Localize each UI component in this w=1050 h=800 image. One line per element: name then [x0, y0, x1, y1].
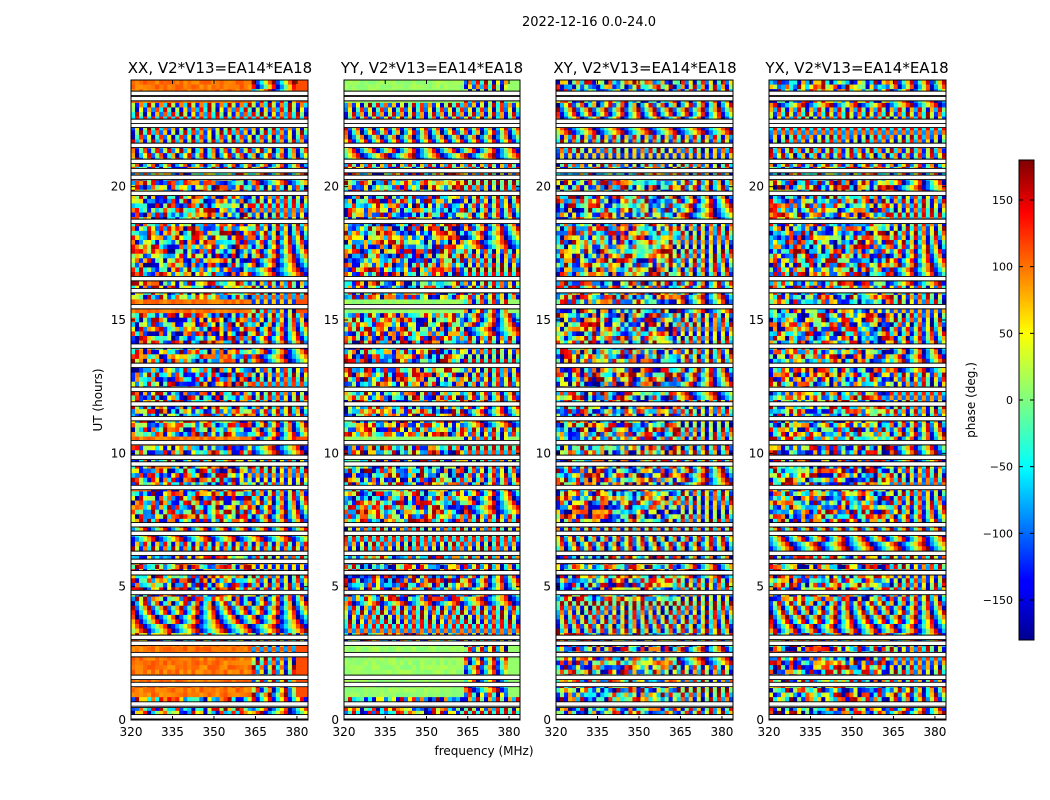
x-tick-label: 335	[161, 725, 184, 739]
y-tick-label: 20	[749, 180, 764, 194]
y-tick-label: 5	[543, 580, 551, 594]
panel-xy: XY, V2*V13=EA14*EA18	[553, 59, 736, 720]
panel-title: XY, V2*V13=EA14*EA18	[553, 59, 736, 77]
panel-yx: YX, V2*V13=EA14*EA18	[764, 59, 948, 720]
y-tick-label: 20	[536, 180, 551, 194]
y-tick-label: 0	[118, 713, 126, 727]
heatmap-xx	[131, 80, 308, 720]
colorbar-tick-label: −150	[983, 594, 1013, 607]
y-tick-label: 5	[118, 580, 126, 594]
y-tick-label: 5	[756, 580, 764, 594]
y-axis-label: UT (hours)	[91, 368, 105, 431]
heatmap-yx	[769, 80, 946, 720]
y-tick-label: 5	[331, 580, 339, 594]
y-tick-label: 0	[331, 713, 339, 727]
y-tick-label: 10	[111, 446, 126, 460]
x-tick-label: 320	[120, 725, 143, 739]
x-tick-label: 350	[415, 725, 438, 739]
x-tick-label: 380	[923, 725, 946, 739]
x-tick-label: 335	[799, 725, 822, 739]
panel-yy: YY, V2*V13=EA14*EA18	[340, 59, 523, 720]
x-tick-label: 335	[586, 725, 609, 739]
colorbar-label: phase (deg.)	[964, 362, 978, 438]
x-tick-label: 320	[545, 725, 568, 739]
colorbar-tick-label: 150	[992, 194, 1013, 207]
x-tick-label: 320	[758, 725, 781, 739]
suptitle: 2022-12-16 0.0-24.0	[522, 15, 656, 30]
y-tick-label: 20	[111, 180, 126, 194]
heatmap-yy	[344, 80, 520, 720]
x-tick-label: 365	[456, 725, 479, 739]
y-tick-label: 15	[111, 313, 126, 327]
colorbar: 150 100 50 0 −50 −100 −150 phase (deg.)	[964, 160, 1034, 640]
x-tick-label: 380	[710, 725, 733, 739]
figure: 2022-12-16 0.0-24.0 XX, V2*V13=EA14*EA18…	[0, 0, 1050, 800]
x-tick-label: 350	[628, 725, 651, 739]
colorbar-tick-label: 50	[999, 327, 1013, 340]
x-tick-label: 380	[498, 725, 521, 739]
y-tick-label: 10	[536, 446, 551, 460]
x-tick-label: 350	[203, 725, 226, 739]
y-tick-label: 15	[749, 313, 764, 327]
y-tick-label: 10	[749, 446, 764, 460]
colorbar-tick-label: −100	[983, 527, 1013, 540]
y-tick-label: 10	[324, 446, 339, 460]
x-axis-label: frequency (MHz)	[434, 744, 533, 758]
y-tick-label: 0	[756, 713, 764, 727]
colorbar-tick-label: −50	[990, 461, 1013, 474]
y-tick-label: 0	[543, 713, 551, 727]
x-tick-label: 320	[333, 725, 356, 739]
x-tick-label: 365	[882, 725, 905, 739]
x-tick-label: 335	[374, 725, 397, 739]
x-tick-label: 380	[285, 725, 308, 739]
y-tick-label: 20	[324, 180, 339, 194]
y-tick-label: 15	[536, 313, 551, 327]
colorbar-tick-label: 100	[992, 261, 1013, 274]
panel-title: YX, V2*V13=EA14*EA18	[764, 59, 948, 77]
colorbar-tick-label: 0	[1006, 394, 1013, 407]
panel-title: YY, V2*V13=EA14*EA18	[340, 59, 523, 77]
panel-title: XX, V2*V13=EA14*EA18	[128, 59, 312, 77]
x-tick-label: 365	[244, 725, 267, 739]
heatmap-xy	[556, 80, 733, 720]
x-tick-label: 365	[669, 725, 692, 739]
x-tick-label: 350	[841, 725, 864, 739]
y-tick-label: 15	[324, 313, 339, 327]
panel-xx: XX, V2*V13=EA14*EA18	[128, 59, 312, 720]
